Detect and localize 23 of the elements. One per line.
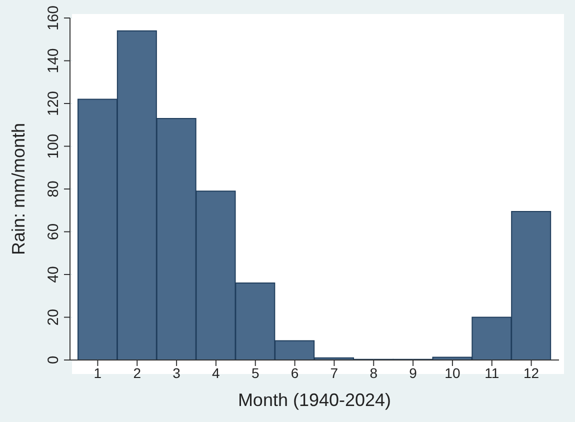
x-tick-label: 10 [444, 364, 460, 381]
x-tick-label: 7 [330, 364, 338, 381]
y-tick-label: 20 [45, 308, 62, 326]
y-tick-label: 120 [45, 90, 62, 116]
x-axis-title: Month (1940-2024) [238, 390, 392, 410]
x-tick-label: 6 [290, 364, 299, 381]
x-tick-label: 4 [212, 364, 220, 381]
x-tick-label: 9 [409, 364, 418, 381]
y-tick-label: 80 [45, 180, 62, 198]
x-tick-label: 1 [94, 364, 102, 381]
y-tick-label: 60 [45, 223, 62, 240]
x-tick-label: 11 [484, 364, 500, 381]
y-tick-label: 100 [45, 134, 62, 159]
x-tick-label: 12 [524, 364, 540, 381]
x-tick-label: 3 [172, 364, 181, 381]
y-tick-label: 140 [45, 48, 62, 74]
x-tick-label: 8 [370, 364, 378, 381]
x-tick-label: 5 [251, 364, 260, 381]
x-tick-label: 2 [133, 364, 142, 381]
y-tick-label: 40 [45, 266, 62, 283]
y-axis-title: Rain: mm/month [8, 122, 28, 256]
y-tick-label: 160 [45, 5, 62, 31]
y-tick-label: 0 [45, 356, 62, 364]
